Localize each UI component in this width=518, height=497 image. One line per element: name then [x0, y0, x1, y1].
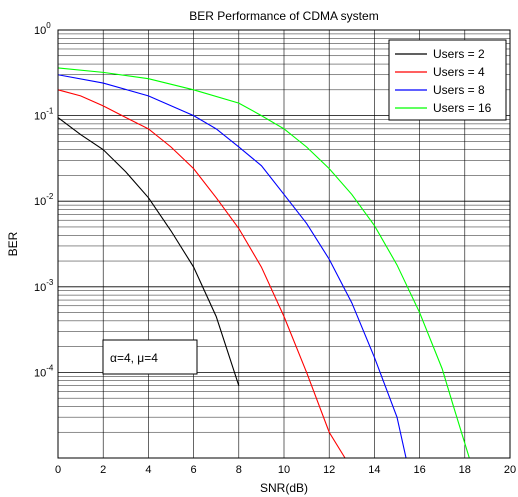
series-line-4 [57, 67, 470, 459]
x-tick-label: 10 [278, 464, 290, 476]
series-line-3 [57, 74, 407, 459]
x-tick-label: 4 [145, 464, 151, 476]
y-tick-label: 10-3 [34, 278, 54, 294]
x-tick-label: 20 [504, 464, 516, 476]
x-axis-label: SNR(dB) [260, 481, 308, 495]
x-tick-label: 6 [191, 464, 197, 476]
series-line-1 [57, 117, 240, 386]
x-tick-label: 8 [236, 464, 242, 476]
x-tick-label: 16 [413, 464, 425, 476]
y-tick-label: 10-2 [34, 192, 54, 208]
legend-label-2: Users = 4 [433, 65, 485, 79]
y-axis-label: BER [6, 231, 20, 256]
annotation-frame [102, 339, 198, 375]
y-tick-label: 100 [34, 21, 51, 37]
y-tick-label: 10-1 [34, 107, 54, 123]
x-tick-label: 18 [459, 464, 471, 476]
legend-label-1: Users = 2 [433, 47, 485, 61]
legend-label-3: Users = 8 [433, 83, 485, 97]
x-tick-label: 14 [368, 464, 380, 476]
plot-frame [57, 29, 511, 459]
chart-title: BER Performance of CDMA system [189, 9, 378, 23]
series-line-2 [57, 89, 346, 459]
x-tick-label: 0 [55, 464, 61, 476]
legend-label-4: Users = 16 [433, 101, 492, 115]
legend-box [388, 39, 507, 121]
y-tick-label: 10-4 [34, 363, 54, 379]
annotation-box: α=4, μ=4 [102, 339, 198, 375]
x-tick-label: 12 [323, 464, 335, 476]
annotation-text: α=4, μ=4 [110, 351, 158, 365]
x-tick-label: 2 [100, 464, 106, 476]
